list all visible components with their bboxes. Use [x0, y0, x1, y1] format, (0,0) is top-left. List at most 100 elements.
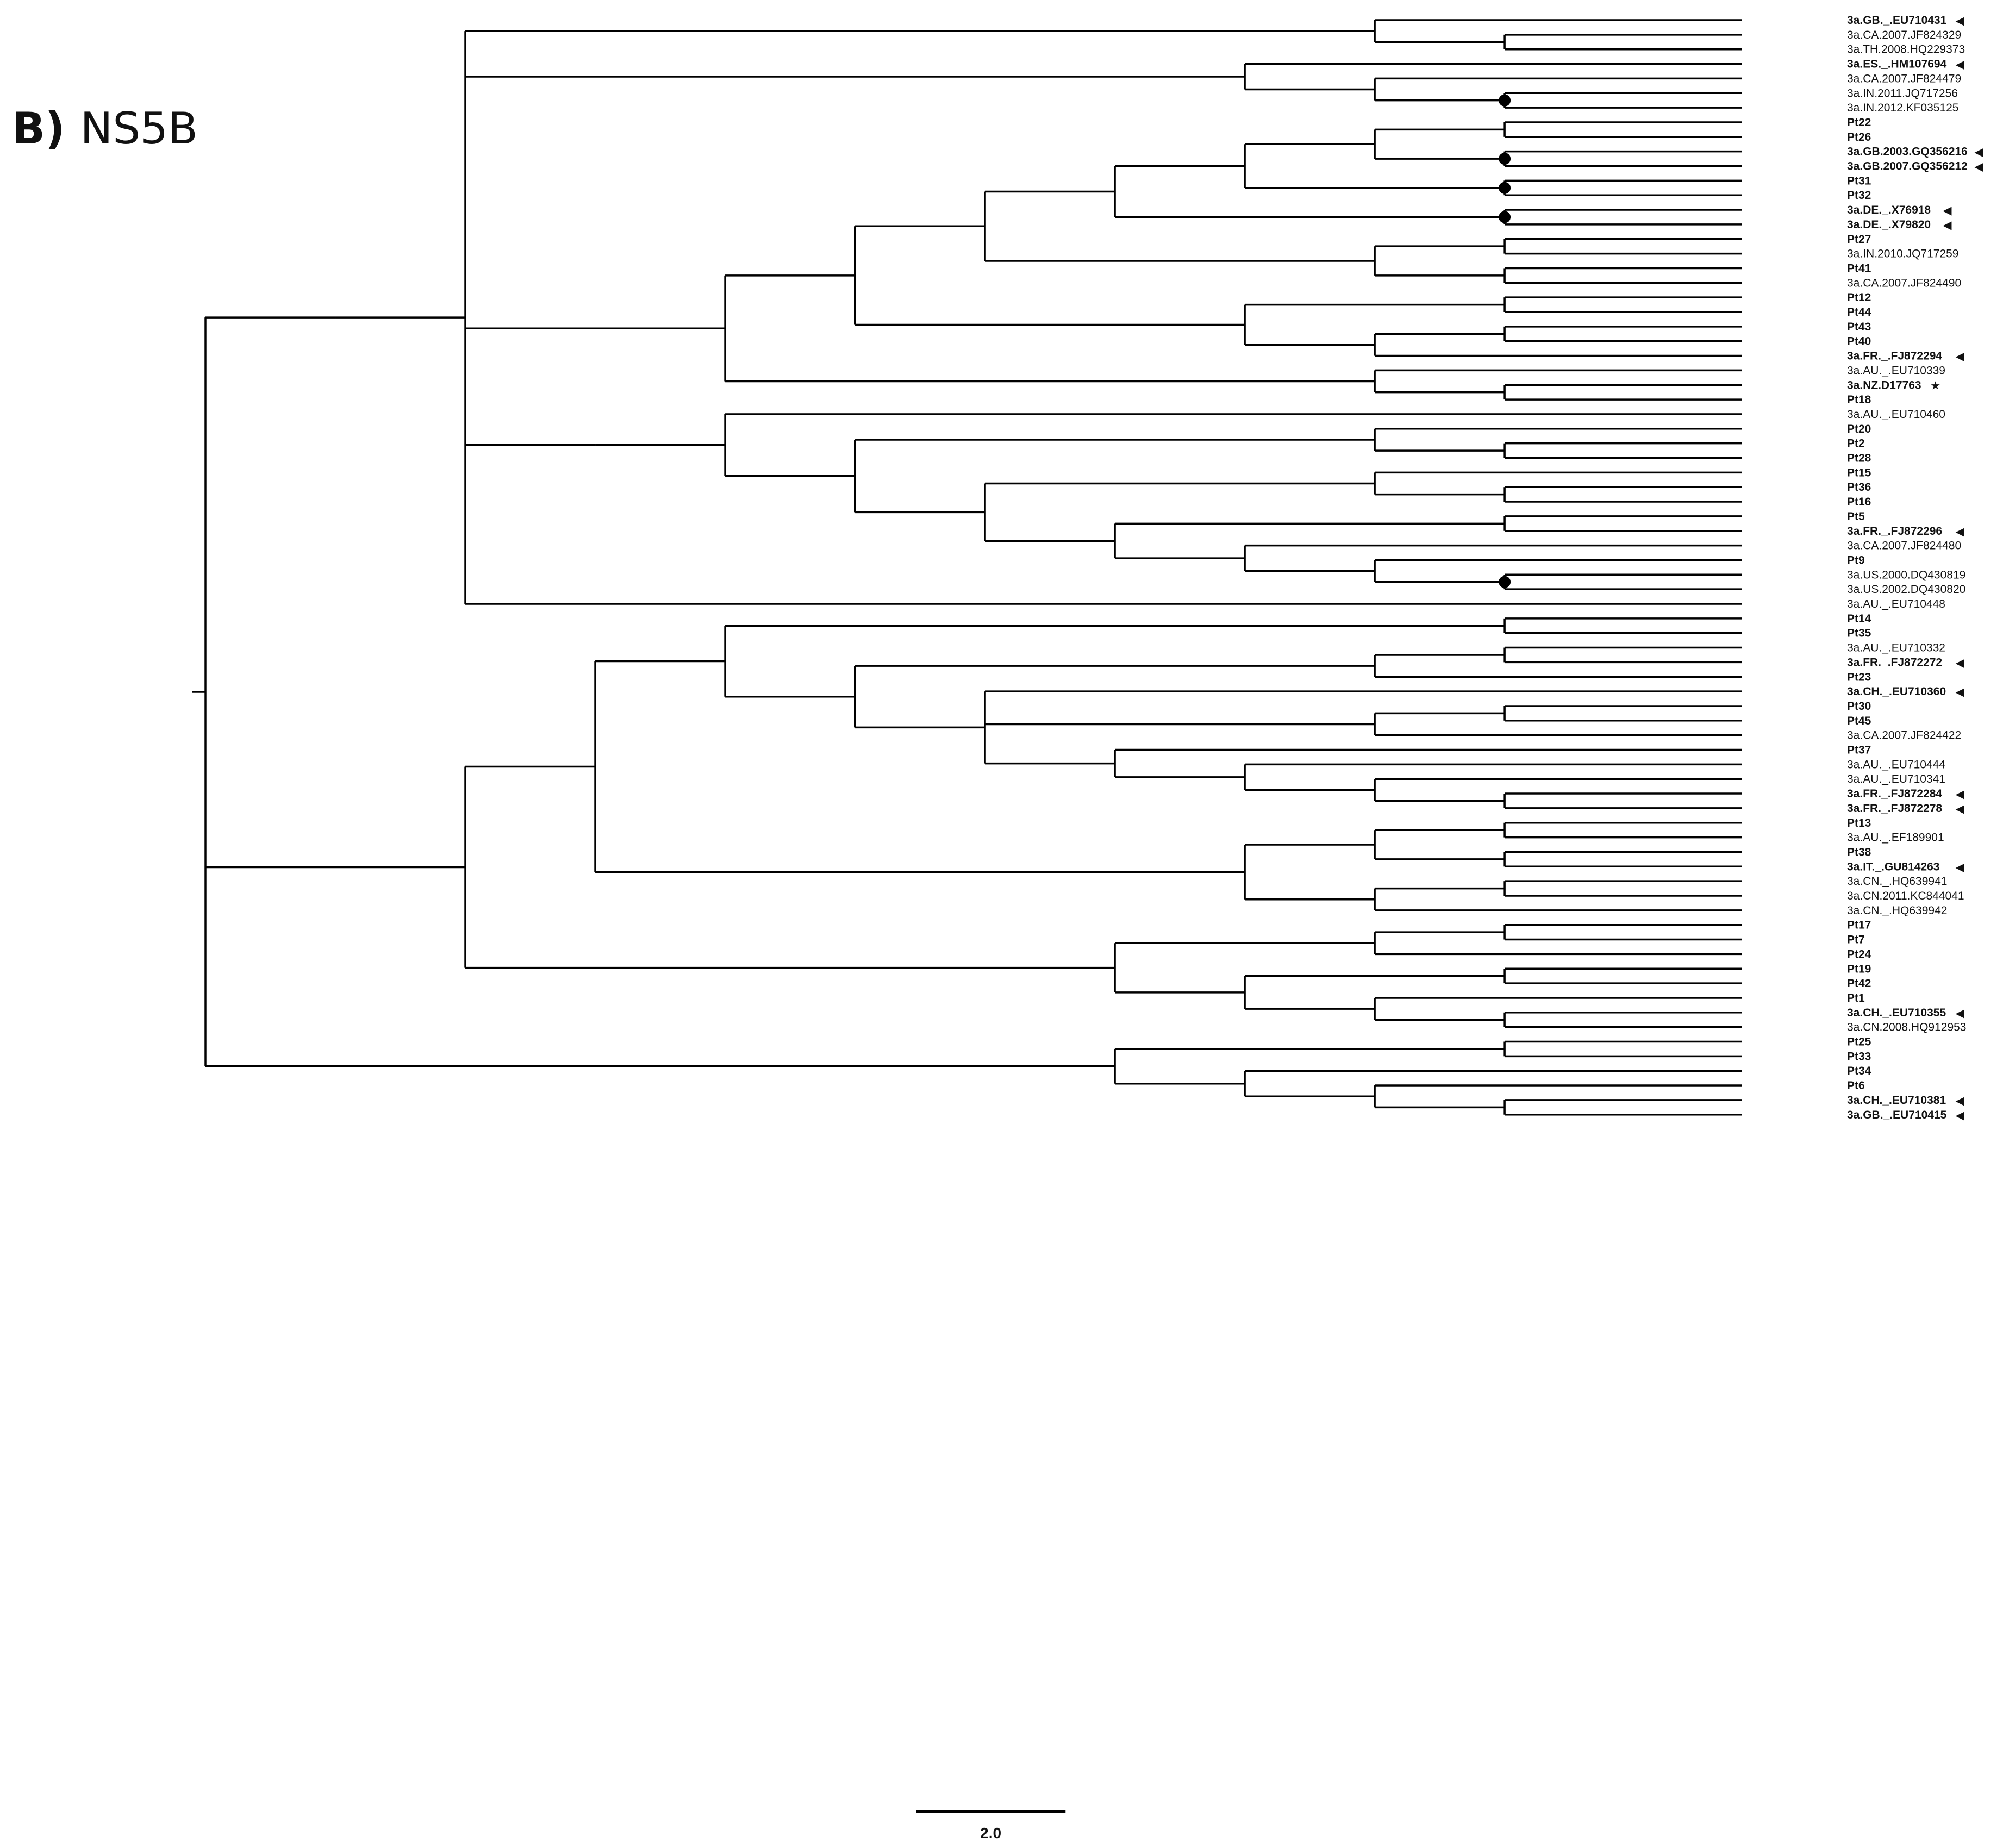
tip-label: Pt7	[1847, 934, 1865, 946]
support-dot-icon	[1499, 94, 1511, 107]
panel-letter: B)	[12, 103, 65, 154]
tip-label: 3a.AU._.EF189901	[1847, 832, 1944, 844]
tip-label: 3a.AU._.EU710448	[1847, 598, 1945, 610]
tip-label: Pt34	[1847, 1065, 1871, 1077]
tip-label: Pt23	[1847, 671, 1871, 683]
tip-label: 3a.ES._.HM107694	[1847, 58, 1947, 71]
tip-label: 3a.AU._.EU710332	[1847, 642, 1945, 654]
tip-label: Pt12	[1847, 291, 1871, 304]
triangle-marker-icon: ◀	[1956, 803, 1965, 815]
tip-label: Pt41	[1847, 262, 1871, 274]
tip-label: Pt38	[1847, 846, 1871, 858]
tip-label: Pt45	[1847, 715, 1871, 727]
scale-bar: 2.0	[916, 1810, 1066, 1841]
tip-label: Pt19	[1847, 963, 1871, 975]
tip-label: 3a.IN.2012.KF035125	[1847, 102, 1959, 114]
support-dot-icon	[1499, 211, 1511, 223]
triangle-marker-icon: ◀	[1974, 161, 1983, 173]
tip-label: 3a.TH.2008.HQ229373	[1847, 43, 1965, 56]
tip-label: Pt14	[1847, 613, 1871, 625]
tip-label: 3a.IN.2011.JQ717256	[1847, 87, 1958, 99]
tip-label: 3a.GB._.EU710415	[1847, 1109, 1947, 1121]
panel-name: NS5B	[80, 103, 198, 154]
tip-label: 3a.CN.2011.KC844041	[1847, 890, 1964, 902]
tip-label: 3a.CN._.HQ639942	[1847, 904, 1947, 917]
tip-label: Pt40	[1847, 335, 1871, 348]
support-dots	[1499, 94, 1511, 588]
tip-label: Pt17	[1847, 919, 1871, 932]
tip-label: Pt25	[1847, 1036, 1871, 1048]
tip-label: 3a.FR._.FJ872272	[1847, 656, 1942, 669]
tip-label: Pt44	[1847, 306, 1871, 319]
triangle-marker-icon: ◀	[1956, 526, 1965, 538]
tip-label: Pt30	[1847, 700, 1871, 713]
tip-label: Pt27	[1847, 233, 1871, 246]
tip-label: 3a.GB._.EU710431	[1847, 14, 1947, 27]
triangle-marker-icon: ◀	[1956, 686, 1965, 698]
tip-label: 3a.CA.2007.JF824480	[1847, 540, 1961, 552]
tip-label: Pt1	[1847, 992, 1865, 1004]
tip-label: 3a.CH._.EU710355	[1847, 1007, 1946, 1019]
tip-label: Pt5	[1847, 510, 1865, 523]
tip-label: Pt18	[1847, 394, 1871, 406]
tip-label: 3a.CA.2007.JF824490	[1847, 277, 1961, 289]
tip-label: Pt36	[1847, 481, 1871, 494]
tip-label: Pt37	[1847, 744, 1871, 757]
tip-label: Pt31	[1847, 174, 1871, 187]
support-dot-icon	[1499, 153, 1511, 165]
tree-branches	[192, 19, 1742, 1116]
tip-label: 3a.CA.2007.JF824422	[1847, 729, 1961, 742]
tip-label: 3a.FR._.FJ872278	[1847, 802, 1942, 815]
tip-label: Pt28	[1847, 452, 1871, 465]
support-dot-icon	[1499, 182, 1511, 194]
tip-label: 3a.FR._.FJ872296	[1847, 525, 1942, 538]
tip-label: Pt13	[1847, 817, 1871, 829]
tip-label: 3a.AU._.EU710339	[1847, 364, 1945, 377]
tip-label: 3a.DE._.X79820	[1847, 218, 1931, 231]
tip-label: Pt33	[1847, 1050, 1871, 1063]
tip-label: 3a.CH._.EU710381	[1847, 1094, 1946, 1107]
scale-bar-label: 2.0	[980, 1825, 1001, 1841]
tip-label: Pt16	[1847, 496, 1871, 508]
tip-label: Pt2	[1847, 438, 1865, 450]
tip-label: Pt32	[1847, 189, 1871, 202]
tip-label: Pt26	[1847, 131, 1871, 143]
tip-label: Pt15	[1847, 466, 1871, 479]
triangle-marker-icon: ◀	[1956, 657, 1965, 669]
tip-label: Pt6	[1847, 1079, 1865, 1092]
triangle-marker-icon: ◀	[1956, 788, 1965, 801]
triangle-marker-icon: ◀	[1956, 1095, 1965, 1107]
tip-label: Pt24	[1847, 948, 1871, 960]
triangle-marker-icon: ◀	[1943, 204, 1952, 217]
triangle-marker-icon: ◀	[1956, 1007, 1965, 1020]
triangle-marker-icon: ◀	[1943, 219, 1952, 232]
tip-label: 3a.GB.2003.GQ356216	[1847, 146, 1968, 158]
triangle-marker-icon: ◀	[1956, 351, 1965, 363]
tip-label: Pt20	[1847, 423, 1871, 435]
tip-label: 3a.CA.2007.JF824479	[1847, 72, 1961, 85]
tip-label: 3a.US.2002.DQ430820	[1847, 583, 1965, 596]
panel-title: B) NS5B	[12, 103, 198, 154]
triangle-marker-icon: ◀	[1974, 146, 1983, 159]
support-dot-icon	[1499, 576, 1511, 588]
tip-label: 3a.CN._.HQ639941	[1847, 875, 1947, 888]
tip-label: 3a.CN.2008.HQ912953	[1847, 1021, 1967, 1034]
tip-label: 3a.FR._.FJ872284	[1847, 788, 1942, 800]
tip-label: Pt43	[1847, 321, 1871, 333]
tip-markers: ◀ ◀ ◀ ◀ ◀ ◀ ◀ ★ ◀ ◀ ◀ ◀ ◀ ◀ ◀ ◀ ◀	[1930, 15, 1983, 1122]
tip-label: 3a.US.2000.DQ430819	[1847, 569, 1965, 581]
tip-label: 3a.AU._.EU710444	[1847, 758, 1945, 771]
tip-label: Pt42	[1847, 977, 1871, 990]
tip-label: 3a.DE._.X76918	[1847, 204, 1931, 216]
tip-label: 3a.CA.2007.JF824329	[1847, 29, 1961, 41]
tip-label: 3a.CH._.EU710360	[1847, 685, 1946, 698]
tip-label: 3a.IT._.GU814263	[1847, 860, 1939, 873]
triangle-marker-icon: ◀	[1956, 861, 1965, 873]
tip-label: 3a.AU._.EU710341	[1847, 773, 1945, 785]
star-marker-icon: ★	[1930, 379, 1940, 392]
tip-label: 3a.AU._.EU710460	[1847, 408, 1945, 421]
triangle-marker-icon: ◀	[1956, 15, 1965, 27]
tip-labels: 3a.GB._.EU710431 3a.CA.2007.JF824329 3a.TH…	[1847, 14, 1968, 1121]
tip-label: Pt9	[1847, 554, 1865, 566]
